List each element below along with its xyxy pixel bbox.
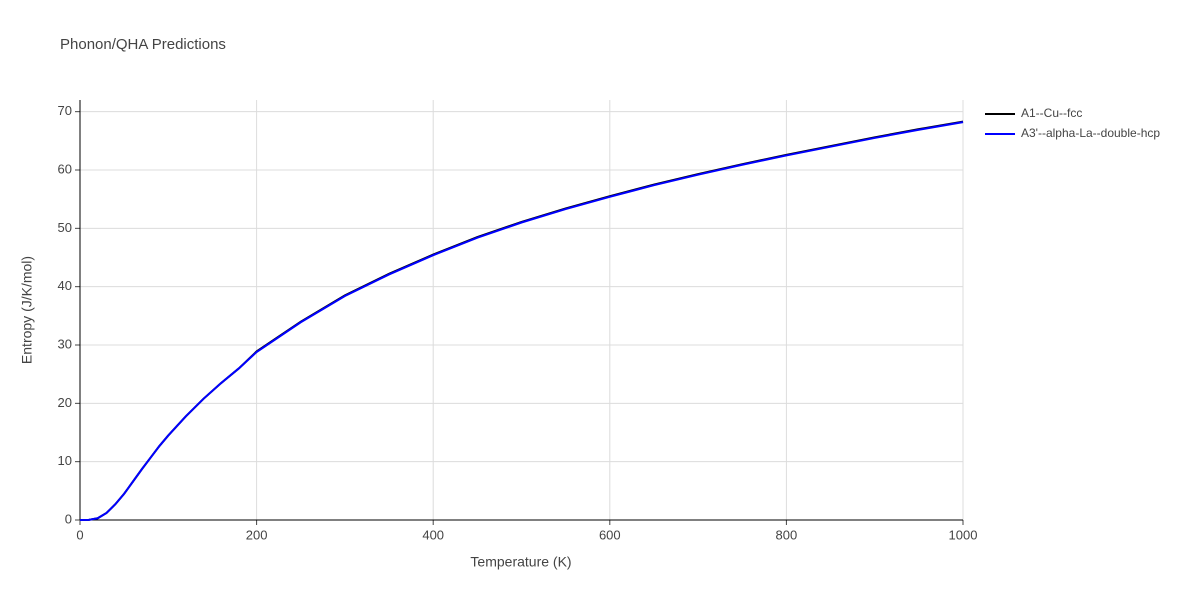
x-tick-label: 400: [422, 527, 444, 542]
x-axis-title: Temperature (K): [470, 554, 571, 570]
y-tick-label: 30: [58, 336, 72, 351]
series-line: [79, 120, 964, 521]
y-tick-label: 10: [58, 453, 72, 468]
y-tick-label: 0: [65, 511, 72, 526]
chart-title: Phonon/QHA Predictions: [60, 36, 226, 53]
x-tick-label: 800: [776, 527, 798, 542]
x-tick-label: 0: [76, 527, 83, 542]
series-line: [79, 121, 964, 521]
legend-label: A3'--alpha-La--double-hcp: [1021, 126, 1160, 140]
y-tick-label: 60: [58, 161, 72, 176]
x-tick-label: 600: [599, 527, 621, 542]
y-tick-label: 20: [58, 395, 72, 410]
y-tick-label: 70: [58, 103, 72, 118]
x-tick-label: 200: [246, 527, 268, 542]
x-tick-label: 1000: [949, 527, 978, 542]
y-axis-title: Entropy (J/K/mol): [19, 256, 35, 364]
legend-label: A1--Cu--fcc: [1021, 106, 1082, 120]
y-tick-label: 50: [58, 220, 72, 235]
y-tick-label: 40: [58, 278, 72, 293]
